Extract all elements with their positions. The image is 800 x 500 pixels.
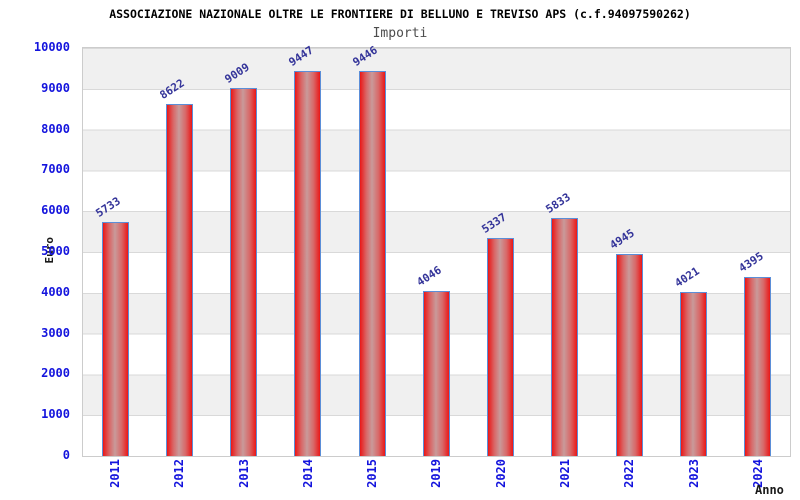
y-tick-label: 4000: [41, 284, 70, 299]
bar-value-label: 4945: [607, 226, 638, 253]
x-tick-label: 2013: [236, 459, 251, 488]
bar-slot-2021: 5833: [533, 48, 597, 456]
bar-2011: [101, 222, 129, 456]
chart-title: ASSOCIAZIONE NAZIONALE OLTRE LE FRONTIER…: [109, 7, 691, 21]
bar-value-label: 4021: [671, 264, 702, 290]
bar-slot-2022: 4945: [597, 48, 661, 456]
bar-slot-2013: 9009: [212, 48, 276, 456]
bar-value-label: 5733: [93, 194, 123, 220]
bar-slot-2011: 5733: [83, 48, 147, 456]
bar-value-label: 9446: [350, 43, 380, 69]
y-tick-label: 2000: [41, 366, 70, 381]
bar-2021: [551, 218, 579, 456]
x-tick-label: 2015: [365, 459, 380, 488]
y-tick-label: 9000: [41, 80, 70, 95]
x-tick-slot: 2014: [276, 459, 340, 499]
bars-container: 5733 8622 9009 9447 9446 4046 5337 5833 4945 4021…: [83, 43, 790, 456]
bar-value-label: 5337: [479, 210, 509, 237]
x-tick-slot: 2021: [533, 459, 597, 499]
bar-slot-2012: 8622: [147, 48, 211, 456]
bar-slot-2024: 4395: [726, 48, 790, 456]
y-tick-label: 10000: [33, 40, 70, 54]
bar-slot-2020: 5337: [469, 48, 533, 456]
x-axis-title: Anno: [755, 483, 784, 497]
bar-2020: [487, 238, 515, 456]
x-tick-label: 2011: [108, 459, 123, 488]
x-tick-slot: 2013: [212, 459, 276, 499]
x-tick-slot: 2020: [469, 459, 533, 499]
bar-value-label: 4046: [414, 263, 445, 289]
bar-value-label: 5833: [543, 190, 573, 216]
x-tick-label: 2020: [493, 459, 508, 488]
x-tick-label: 2023: [686, 459, 701, 488]
y-tick-label: 1000: [41, 407, 70, 422]
x-tick-label: 2022: [622, 459, 637, 488]
bar-slot-2023: 4021: [661, 48, 725, 456]
bar-2015: [358, 70, 386, 456]
y-tick-label: 7000: [41, 162, 70, 177]
x-tick-label: 2021: [557, 459, 572, 488]
y-tick-label: 3000: [41, 325, 70, 340]
x-tick-slot: 2015: [340, 459, 404, 499]
x-tick-slot: 2012: [147, 459, 211, 499]
bar-value-label: 9009: [222, 60, 252, 87]
y-axis-tick-labels: 10000 9000 8000 7000 6000 5000 4000 3000 2000 100…: [0, 40, 70, 462]
bar-slot-2014: 9447: [276, 43, 340, 456]
bar-2013: [230, 88, 258, 456]
plot-area: 5733 8622 9009 9447 9446 4046 5337 5833 4945 4021…: [82, 43, 791, 457]
bar-2024: [744, 276, 772, 456]
y-tick-label: 6000: [41, 203, 70, 218]
x-axis-tick-labels: 2011 2012 2013 2014 2015 2019 2020 2021 2022 2023…: [83, 459, 790, 499]
x-tick-slot: 2019: [404, 459, 468, 499]
y-tick-label: 8000: [41, 121, 70, 136]
bar-2023: [680, 291, 708, 456]
bar-2022: [615, 254, 643, 456]
bar-2019: [422, 290, 450, 456]
chart-subtitle: Importi: [372, 26, 428, 41]
y-tick-label: 0: [62, 448, 70, 462]
x-tick-label: 2014: [300, 459, 315, 488]
bar-slot-2015: 9446: [340, 43, 404, 456]
x-tick-slot: 2011: [83, 459, 147, 499]
y-tick-label: 5000: [41, 244, 70, 258]
x-tick-label: 2019: [429, 459, 444, 488]
bar-value-label: 4395: [736, 249, 766, 275]
bar-2012: [165, 104, 193, 456]
bar-slot-2019: 4046: [404, 48, 468, 456]
bar-value-label: 8622: [157, 76, 188, 103]
x-tick-slot: 2023: [661, 459, 725, 499]
x-tick-slot: 2022: [597, 459, 661, 499]
bar-value-label: 9447: [286, 43, 316, 69]
bar-2014: [294, 70, 322, 456]
x-tick-label: 2012: [172, 459, 187, 488]
